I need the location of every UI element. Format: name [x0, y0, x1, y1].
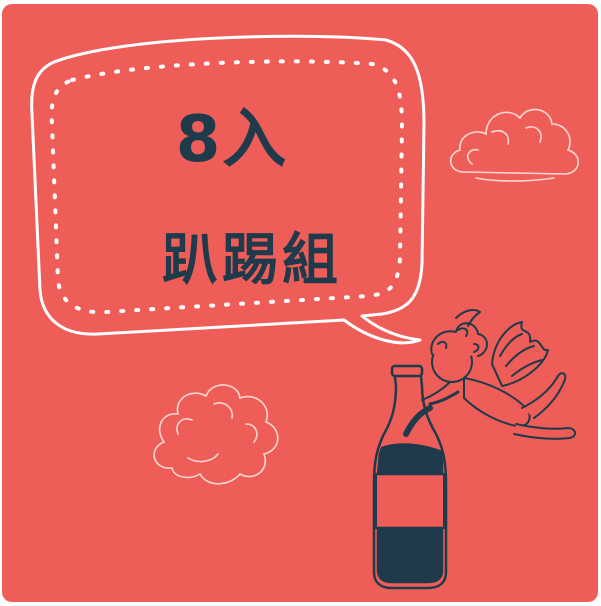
speech-bubble-icon	[30, 34, 426, 345]
promo-card: 8入 趴踢組	[2, 4, 598, 602]
cupid-icon	[421, 309, 576, 440]
cloud-icon	[153, 384, 279, 485]
headline-quantity: 8入	[175, 103, 289, 177]
cloud-icon	[449, 108, 580, 182]
illustration	[2, 4, 598, 602]
background	[2, 4, 598, 602]
headline-title: 趴踢組	[162, 228, 342, 293]
bottle-icon	[372, 364, 448, 590]
